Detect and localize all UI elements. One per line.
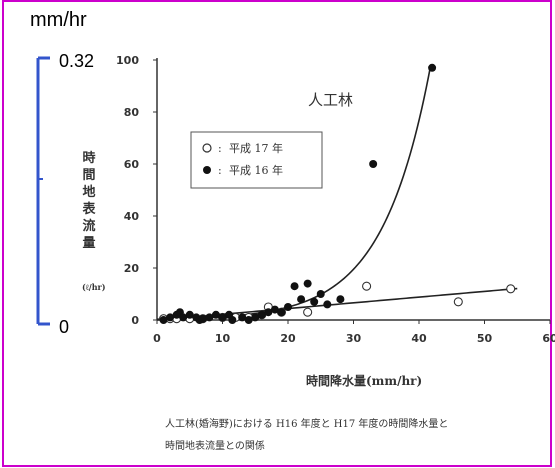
y-axis-unit: (ℓ/hr): [82, 282, 106, 292]
legend-box: [190, 131, 323, 189]
legend: : 平成 17 年 : 平成 16 年: [190, 131, 323, 189]
point-h16: [290, 282, 299, 291]
overlay-top-value: 0.32: [59, 51, 94, 71]
point-h16: [310, 297, 319, 306]
point-h16: [284, 303, 292, 311]
point-h17: [506, 284, 516, 294]
point-h16: [428, 63, 437, 72]
point-h16: [179, 313, 188, 322]
x-axis-label: 時間降水量(mm/hr): [306, 373, 422, 388]
y-tick-label: 60: [124, 158, 140, 171]
point-h16: [211, 310, 220, 319]
point-h16: [205, 313, 214, 322]
x-tick-label: 0: [153, 332, 161, 345]
range-bracket: [36, 56, 50, 326]
point-h16: [238, 313, 247, 322]
y-axis-label-char: 流: [82, 218, 95, 234]
y-tick-label: 0: [131, 314, 139, 327]
point-h16: [323, 300, 332, 309]
y-axis-label-char: 地: [82, 184, 95, 200]
y-tick-label: 80: [124, 106, 140, 119]
point-h17: [303, 307, 313, 317]
point-h17: [362, 281, 372, 291]
legend-label-h16: 平成 16 年: [229, 163, 283, 177]
x-tick-label: 10: [215, 332, 231, 345]
x-tick-label: 20: [280, 332, 296, 345]
point-h16: [159, 316, 168, 324]
y-tick-label: 100: [116, 54, 139, 67]
point-h16: [264, 308, 273, 317]
x-tick-label: 60: [542, 332, 555, 345]
point-h16: [218, 313, 227, 322]
y-axis-label-char: 間: [82, 168, 95, 183]
caption-line-1: 人工林(婚海野)における H16 年度と H17 年度の時間降水量と: [165, 417, 448, 430]
y-axis-label-char: 表: [81, 201, 96, 217]
point-h16: [244, 316, 253, 324]
point-h16: [369, 160, 378, 168]
data-points: [159, 63, 516, 324]
y-axis-label-char: 量: [82, 236, 95, 251]
y-tick-label: 40: [124, 210, 140, 223]
point-h16: [270, 305, 279, 314]
overlay-bottom-value: 0: [59, 317, 69, 337]
tick-labels: 0 10 20 30 40 50 60 0 20 40 60 80 100: [116, 54, 555, 345]
legend-label-h17: 平成 17 年: [229, 141, 283, 155]
point-h16: [251, 313, 260, 322]
point-h16: [166, 313, 175, 322]
legend-sep-1: :: [218, 142, 222, 155]
y-tick-label: 20: [124, 262, 140, 275]
point-h16: [303, 279, 312, 288]
x-tick-label: 30: [346, 332, 362, 345]
point-h17: [453, 297, 463, 307]
legend-marker-open: [202, 143, 212, 153]
y-axis-label-char: 時: [82, 150, 95, 166]
legend-marker-filled: [203, 166, 211, 174]
legend-sep-2: :: [218, 164, 222, 177]
overlay-unit-label: mm/hr: [30, 9, 87, 31]
point-h16: [297, 295, 306, 304]
point-h16: [185, 310, 194, 319]
x-tick-label: 50: [477, 332, 493, 345]
point-h16: [316, 290, 325, 298]
point-h16: [198, 314, 207, 323]
point-h16: [277, 308, 286, 317]
point-h16: [228, 316, 237, 324]
chart-title: 人工林: [308, 91, 353, 109]
y-axis-label: 時間地表流量: [81, 150, 96, 251]
point-h16: [336, 295, 345, 304]
caption-line-2: 時間地表流量との関係: [165, 439, 265, 452]
x-tick-label: 40: [411, 332, 427, 345]
point-h16: [257, 310, 266, 319]
